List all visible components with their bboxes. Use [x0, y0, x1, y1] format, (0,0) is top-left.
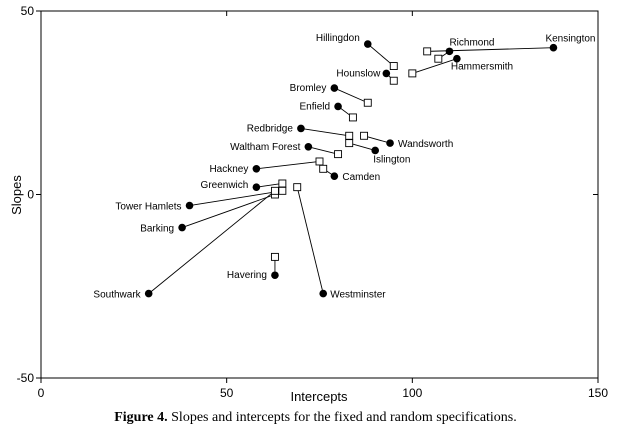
- point-label-tower-hamlets: Tower Hamlets: [115, 202, 181, 213]
- random-point-hammersmith: [408, 69, 417, 78]
- connector-hammersmith: [412, 58, 458, 74]
- fixed-point-westminster: [319, 289, 328, 298]
- point-label-wandsworth: Wandsworth: [398, 139, 453, 150]
- random-point-hounslow: [389, 76, 398, 85]
- fixed-point-wandsworth: [386, 139, 394, 147]
- connector-greenwich: [256, 183, 283, 188]
- point-label-greenwich: Greenwich: [201, 180, 249, 191]
- fixed-point-bromley: [330, 84, 339, 92]
- x-tick-label: 0: [38, 386, 45, 400]
- point-label-havering: Havering: [227, 270, 267, 281]
- fixed-point-southwark: [144, 289, 153, 298]
- connector-southwark: [148, 190, 276, 294]
- point-label-barking: Barking: [140, 224, 174, 235]
- random-point-southwark: [270, 186, 279, 195]
- plot-frame: [40, 10, 599, 379]
- connector-tower-hamlets: [189, 190, 283, 206]
- point-label-hounslow: Hounslow: [336, 68, 381, 79]
- connector-bromley: [334, 87, 368, 104]
- random-point-hackney: [315, 157, 324, 166]
- random-point-redbridge: [345, 131, 354, 140]
- fixed-point-richmond: [445, 47, 454, 56]
- fixed-point-tower-hamlets: [185, 201, 194, 210]
- x-tick-label: 50: [220, 386, 234, 400]
- random-point-waltham-forest: [334, 150, 343, 159]
- point-label-enfield: Enfield: [299, 101, 330, 112]
- point-markers: [144, 40, 558, 298]
- y-axis-title: Slopes: [9, 175, 24, 215]
- x-tick-label: 100: [402, 386, 422, 400]
- point-label-richmond: Richmond: [449, 37, 494, 48]
- point-label-camden: Camden: [342, 172, 380, 183]
- connector-redbridge: [300, 127, 350, 137]
- fixed-point-redbridge: [297, 124, 305, 133]
- point-label-bromley: Bromley: [290, 83, 327, 94]
- fixed-point-greenwich: [252, 183, 261, 191]
- point-label-hackney: Hackney: [209, 164, 248, 175]
- x-axis-title: Intercepts: [290, 389, 348, 404]
- y-tick-label: -50: [17, 371, 35, 385]
- random-point-greenwich: [278, 179, 287, 188]
- point-label-redbridge: Redbridge: [247, 123, 294, 134]
- connector-hackney: [256, 161, 320, 170]
- random-point-kensington: [423, 47, 432, 56]
- fixed-point-hammersmith: [453, 54, 461, 63]
- fixed-point-hackney: [252, 165, 261, 173]
- fixed-point-barking: [178, 223, 186, 232]
- fixed-point-camden: [330, 172, 339, 180]
- random-point-westminster: [293, 183, 302, 192]
- connector-barking: [181, 194, 276, 228]
- fixed-point-havering: [271, 271, 279, 280]
- fixed-point-waltham-forest: [304, 142, 313, 151]
- point-label-southwark: Southwark: [93, 290, 141, 301]
- random-point-tower-hamlets: [278, 186, 287, 195]
- point-labels: Kensington Richmond Hammersmith Hillingdon H…: [93, 33, 595, 301]
- random-point-islington: [345, 139, 354, 148]
- fixed-point-enfield: [334, 102, 342, 111]
- point-label-islington: Islington: [373, 154, 410, 165]
- point-label-kensington: Kensington: [545, 34, 595, 45]
- figure-caption: Figure 4. Slopes and intercepts for the …: [0, 410, 631, 426]
- y-tick-label: 0: [27, 188, 34, 202]
- random-point-havering: [270, 252, 279, 261]
- connector-westminster: [296, 187, 324, 294]
- random-point-hillingdon: [389, 62, 398, 70]
- connector-wandsworth: [363, 135, 391, 144]
- point-label-hammersmith: Hammersmith: [451, 62, 513, 73]
- random-point-bromley: [363, 98, 372, 107]
- y-tick-label: 50: [21, 4, 35, 18]
- connector-waltham-forest: [308, 146, 339, 155]
- point-label-waltham-forest: Waltham Forest: [230, 142, 300, 153]
- figure-number: Figure 4.: [114, 410, 168, 425]
- connector-islington: [349, 142, 376, 151]
- fixed-point-islington: [371, 146, 380, 155]
- x-tick-label: 150: [588, 386, 608, 400]
- random-point-wandsworth: [360, 131, 369, 140]
- point-label-westminster: Westminster: [330, 290, 386, 301]
- random-point-richmond: [434, 54, 443, 63]
- fixed-point-kensington: [549, 43, 558, 52]
- random-point-camden: [319, 164, 328, 173]
- connector-hillingdon: [367, 43, 395, 67]
- fixed-point-hillingdon: [363, 40, 372, 48]
- point-label-hillingdon: Hillingdon: [316, 33, 360, 44]
- figure-caption-text: Slopes and intercepts for the fixed and …: [171, 410, 517, 425]
- fixed-point-hounslow: [382, 69, 391, 78]
- random-point-enfield: [348, 113, 357, 122]
